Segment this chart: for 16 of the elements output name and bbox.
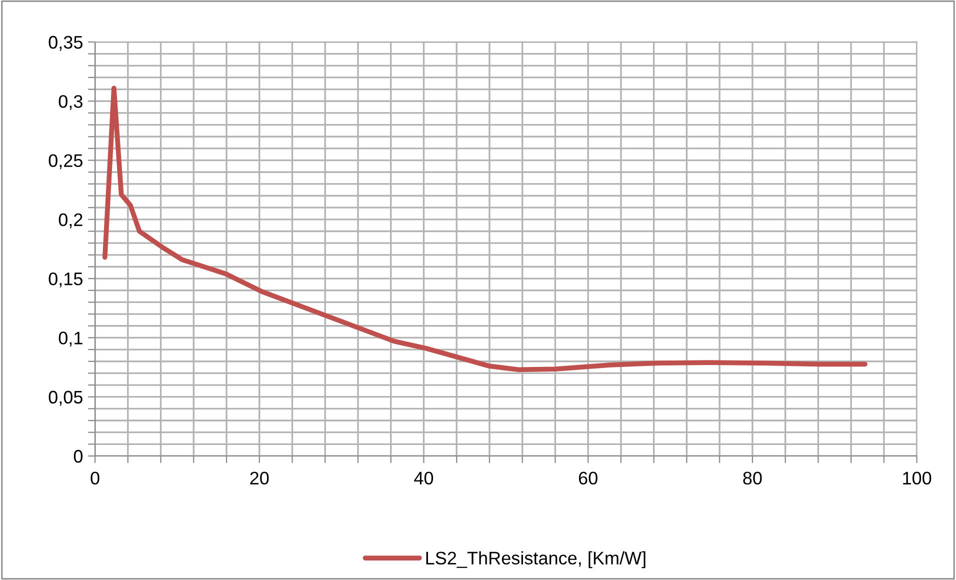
y-tick-label: 0,2	[58, 213, 82, 228]
y-tick-label: 0,25	[48, 154, 82, 170]
x-tick-label: 60	[578, 472, 598, 485]
x-tick-label: 20	[250, 472, 269, 485]
legend-label: LS2_ThResistance, [Km/W]	[426, 551, 646, 568]
y-tick-label: 0,15	[48, 272, 82, 288]
x-tick-label: 80	[743, 472, 762, 485]
x-tick-label: 0	[90, 472, 100, 485]
line-series	[102, 86, 868, 372]
y-tick-label: 0,35	[48, 36, 82, 51]
x-tick-label: 100	[903, 472, 932, 485]
x-tick-label: 40	[414, 472, 434, 485]
y-tick-label: 0,1	[58, 332, 82, 347]
y-tick-label: 0	[74, 450, 83, 463]
y-tick-label: 0,05	[48, 390, 82, 406]
y-tick-label: 0,3	[58, 95, 82, 110]
